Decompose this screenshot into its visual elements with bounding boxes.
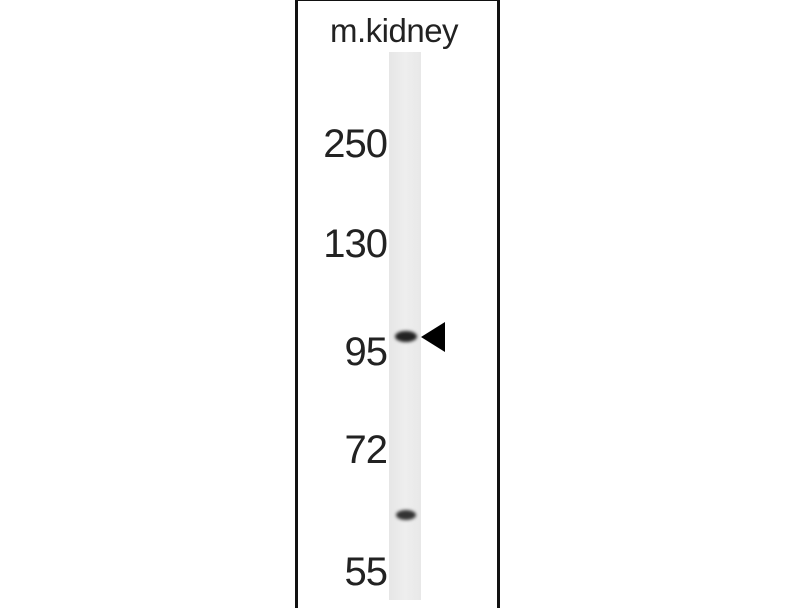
arrowhead-icon [421, 322, 445, 352]
protein-band-main [395, 331, 417, 342]
mw-marker-250: 250 [323, 122, 388, 166]
protein-band-secondary [396, 510, 416, 520]
mw-marker-95: 95 [344, 330, 388, 374]
mw-marker-130: 130 [323, 222, 388, 266]
lane-label: m.kidney [330, 12, 459, 49]
mw-marker-55: 55 [344, 550, 388, 594]
gel-lane [389, 52, 421, 600]
mw-marker-72: 72 [344, 428, 388, 472]
